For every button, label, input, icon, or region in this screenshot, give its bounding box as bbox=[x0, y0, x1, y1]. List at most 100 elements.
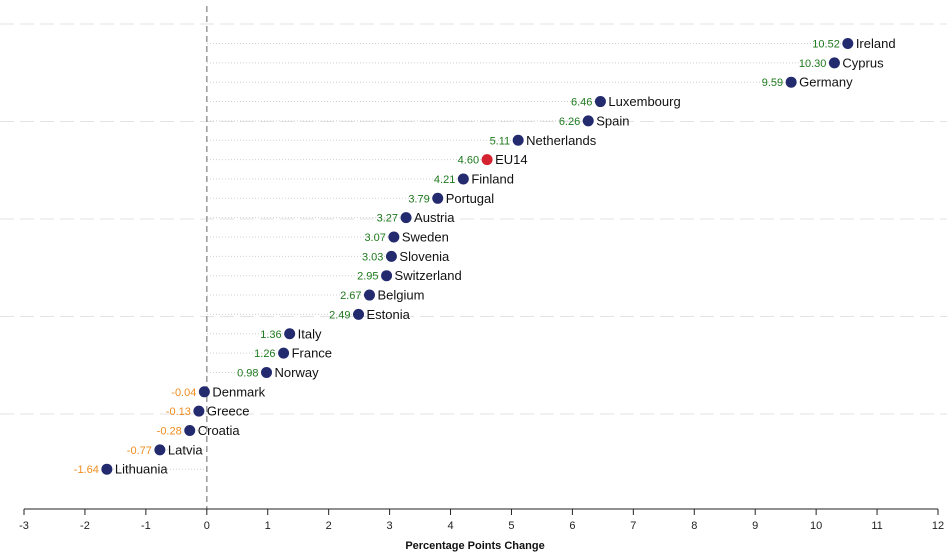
x-tick-label: 4 bbox=[447, 520, 453, 532]
data-point bbox=[582, 115, 594, 127]
data-point bbox=[388, 231, 400, 243]
value-label: 2.95 bbox=[357, 271, 378, 283]
data-point bbox=[400, 212, 412, 224]
value-label: -1.64 bbox=[74, 464, 99, 476]
data-point bbox=[785, 76, 797, 88]
point-label: Cyprus bbox=[842, 55, 884, 70]
data-point-group: 6.26 Spain bbox=[559, 113, 630, 128]
data-point bbox=[353, 308, 365, 320]
data-point bbox=[457, 173, 469, 185]
value-label: -0.28 bbox=[157, 426, 182, 438]
point-label: Belgium bbox=[377, 288, 424, 303]
value-label: 4.21 bbox=[434, 174, 455, 186]
value-label: 9.59 bbox=[762, 77, 783, 89]
x-tick-label: 5 bbox=[508, 520, 514, 532]
value-label: 6.46 bbox=[571, 97, 592, 109]
point-label: Germany bbox=[799, 75, 853, 90]
data-point bbox=[284, 328, 296, 340]
value-label: 3.03 bbox=[362, 251, 383, 263]
data-point-group: 1.36 Italy bbox=[260, 326, 322, 341]
x-tick-label: 1 bbox=[265, 520, 271, 532]
data-point bbox=[184, 425, 196, 436]
point-label: Italy bbox=[298, 326, 322, 341]
point-label: Norway bbox=[275, 365, 320, 380]
data-point-group: 0.98 Norway bbox=[237, 365, 319, 380]
data-point bbox=[828, 57, 840, 69]
x-tick-label: 10 bbox=[810, 520, 822, 532]
point-label: Austria bbox=[414, 210, 455, 225]
value-label: 5.11 bbox=[490, 135, 511, 147]
x-tick-label: 8 bbox=[691, 520, 697, 532]
value-label: 3.79 bbox=[408, 193, 429, 205]
data-point bbox=[594, 96, 606, 108]
data-point-group: -0.13 Greece bbox=[166, 404, 250, 419]
value-label: 2.49 bbox=[329, 309, 350, 321]
value-label: 2.67 bbox=[340, 290, 361, 302]
data-point bbox=[432, 192, 444, 204]
x-axis-title: Percentage Points Change bbox=[405, 540, 544, 552]
data-point bbox=[278, 347, 290, 359]
x-tick-label: 6 bbox=[569, 520, 575, 532]
point-label: Finland bbox=[471, 171, 514, 186]
value-label: 3.07 bbox=[364, 232, 385, 244]
point-label: Slovenia bbox=[399, 249, 450, 264]
data-point-group: 2.95 Switzerland bbox=[357, 268, 462, 283]
data-point-group: -0.04 Denmark bbox=[171, 384, 265, 399]
data-point bbox=[193, 405, 205, 417]
x-tick-label: 2 bbox=[326, 520, 332, 532]
point-label: Switzerland bbox=[395, 268, 462, 283]
data-points: 10.52 Ireland 10.30 Cyprus 9.59 Germany 6.46 Lu… bbox=[74, 36, 896, 477]
x-tick-label: 11 bbox=[871, 520, 882, 532]
data-point bbox=[842, 38, 854, 49]
data-point-group: 10.30 Cyprus bbox=[799, 55, 884, 70]
gridlines bbox=[0, 23, 947, 415]
value-label: 10.52 bbox=[812, 39, 840, 51]
data-point-group: 2.49 Estonia bbox=[329, 307, 411, 322]
value-label: 1.26 bbox=[254, 348, 275, 360]
point-label: Denmark bbox=[212, 384, 265, 399]
data-point-group: 6.46 Luxembourg bbox=[571, 94, 681, 109]
data-point-group: 3.27 Austria bbox=[377, 210, 456, 225]
point-label: Latvia bbox=[168, 442, 203, 457]
data-point-group: 4.60 EU14 bbox=[458, 152, 528, 167]
point-label: Croatia bbox=[198, 423, 241, 438]
x-tick-label: 9 bbox=[752, 520, 758, 532]
data-point bbox=[385, 250, 397, 262]
data-point-group: 5.11 Netherlands bbox=[490, 133, 597, 148]
data-point-group: 3.79 Portugal bbox=[408, 191, 494, 206]
x-tick-label: 0 bbox=[204, 520, 210, 532]
data-point-group: -1.64 Lithuania bbox=[74, 462, 169, 477]
data-point bbox=[261, 366, 273, 378]
point-label: Portugal bbox=[446, 191, 495, 206]
point-label: Greece bbox=[207, 404, 250, 419]
point-label: Luxembourg bbox=[608, 94, 680, 109]
data-point bbox=[101, 463, 113, 475]
data-point-group: 1.26 France bbox=[254, 346, 332, 361]
data-point-group: 10.52 Ireland bbox=[812, 36, 895, 51]
point-label: France bbox=[292, 346, 332, 361]
data-point bbox=[512, 134, 524, 146]
x-tick-label: -2 bbox=[80, 520, 90, 532]
x-tick-label: 3 bbox=[387, 520, 393, 532]
data-point-group: 3.03 Slovenia bbox=[362, 249, 450, 264]
x-tick-label: -1 bbox=[141, 520, 151, 532]
data-point-group: 4.21 Finland bbox=[434, 171, 514, 186]
point-label: Netherlands bbox=[526, 133, 597, 148]
point-label: Estonia bbox=[367, 307, 411, 322]
point-label: Lithuania bbox=[115, 462, 169, 477]
data-point-group: 2.67 Belgium bbox=[340, 288, 424, 303]
value-label: 10.30 bbox=[799, 58, 827, 70]
point-label: EU14 bbox=[495, 152, 528, 167]
value-label: 3.27 bbox=[377, 213, 398, 225]
x-tick-label: 12 bbox=[932, 520, 944, 532]
data-point-group: -0.28 Croatia bbox=[157, 423, 241, 438]
data-point bbox=[198, 386, 210, 398]
data-point-group: 9.59 Germany bbox=[762, 75, 853, 90]
x-tick-label: -3 bbox=[19, 520, 29, 532]
point-label: Sweden bbox=[402, 230, 449, 245]
value-label: -0.04 bbox=[171, 387, 196, 399]
point-label: Ireland bbox=[856, 36, 896, 51]
data-point bbox=[154, 444, 166, 456]
value-label: 0.98 bbox=[237, 367, 258, 379]
